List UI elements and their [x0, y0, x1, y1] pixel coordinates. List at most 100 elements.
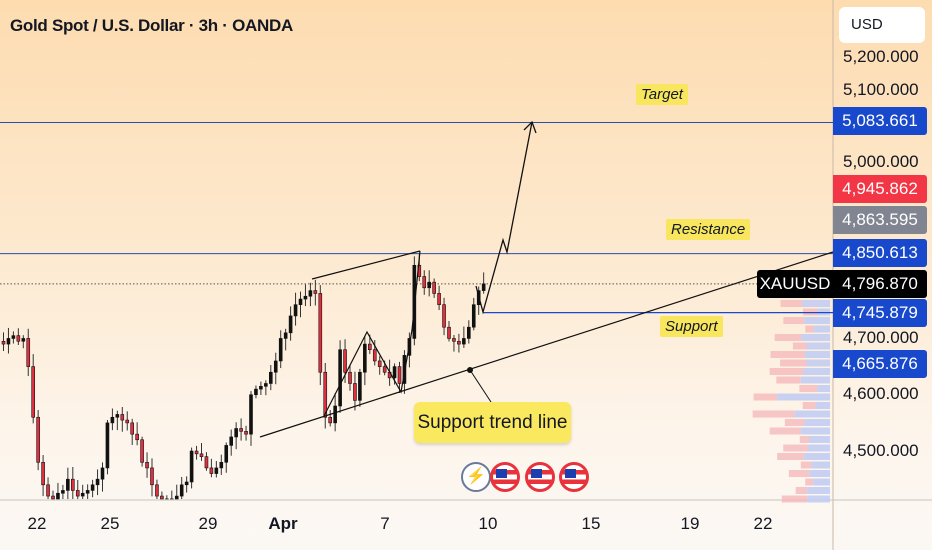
candle-bearish [323, 371, 328, 418]
price-tick: 5,000.000 [843, 152, 919, 171]
volume-profile-sell-bar [799, 436, 809, 443]
candle-bullish [358, 371, 362, 401]
candle-bullish [278, 338, 283, 362]
volume-profile-sell-bar [788, 470, 810, 477]
volume-profile-buy-bar [807, 495, 830, 503]
candle-bearish [199, 453, 204, 457]
volume-profile-buy-bar [817, 385, 830, 392]
support-label: Support [660, 316, 723, 337]
candle-bullish [66, 478, 70, 491]
candle-bearish [452, 338, 456, 342]
lightning-icon[interactable]: ⚡ [461, 462, 491, 492]
volume-profile-sell-bar [784, 419, 805, 426]
candle-bearish [239, 428, 243, 432]
time-label: 22 [27, 514, 47, 533]
volume-profile-sell-bar [753, 393, 778, 401]
resistance-label: Resistance [666, 219, 751, 240]
candle-bearish [313, 290, 318, 294]
candle-bullish [61, 490, 65, 494]
volume-profile-buy-bar [801, 300, 830, 307]
symbol-tag: XAUUSD [757, 270, 833, 298]
volume-profile-sell-bar [770, 351, 805, 358]
support-trend-line-callout[interactable]: Support trend line [414, 402, 571, 443]
us-flag-icon[interactable] [490, 462, 520, 492]
candle-bearish [135, 433, 139, 441]
candle-bullish [288, 315, 293, 334]
volume-profile-sell-bar [800, 461, 812, 469]
candle-bullish [268, 371, 273, 384]
volume-profile-sell-bar [795, 487, 808, 494]
candle-bullish [90, 484, 95, 491]
candle-bearish [51, 495, 55, 500]
candle-bearish [318, 293, 323, 373]
candle-bullish [363, 343, 367, 373]
volume-profile-buy-bar [794, 410, 830, 418]
candle-bullish [303, 295, 308, 300]
candle-bullish [283, 332, 288, 339]
candle-bearish [194, 450, 199, 455]
arrow-head-icon [523, 120, 537, 134]
candle-bearish [348, 371, 352, 384]
time-label: 10 [478, 514, 498, 533]
time-label: 15 [581, 514, 601, 533]
candle-bullish [471, 304, 476, 328]
volume-profile-sell-bar [780, 359, 807, 367]
candle-bearish [397, 366, 402, 384]
volume-profile-sell-bar [769, 368, 804, 375]
volume-profile-sell-bar [769, 427, 801, 435]
candle-bearish [71, 478, 75, 491]
flag-canton [496, 469, 507, 478]
candle-bullish [179, 484, 184, 497]
candle-bearish [120, 414, 125, 421]
candle-bullish [392, 366, 397, 379]
volume-profile-sell-bar [805, 478, 814, 486]
volume-profile-buy-bar [803, 453, 830, 460]
candle-bullish [110, 416, 115, 424]
candle-bullish [11, 335, 16, 339]
candle-bearish [343, 349, 347, 373]
volume-profile-sell-bar [783, 317, 805, 324]
us-flag-icon[interactable] [559, 462, 589, 492]
volume-profile-buy-bar [804, 351, 830, 358]
currency-button[interactable]: USD [839, 7, 925, 43]
candle-bullish [264, 383, 268, 387]
volume-profile-sell-bar [805, 325, 814, 333]
volume-profile-sell-bar [781, 495, 808, 503]
target-label: Target [636, 84, 688, 105]
volume-profile-buy-bar [807, 487, 830, 494]
volume-profile-buy-bar [809, 470, 830, 477]
candle-bullish [234, 428, 238, 438]
chart-title: Gold Spot / U.S. Dollar · 3h · OANDA [10, 16, 293, 35]
candle-bearish [377, 360, 382, 367]
price-tick: 4,500.000 [843, 441, 919, 460]
time-label: 19 [680, 514, 700, 533]
candle-bullish [105, 422, 110, 469]
volume-profile-buy-bar [800, 427, 830, 435]
prev-price-tag: 4,863.595 [833, 206, 927, 234]
candle-bullish [462, 338, 466, 345]
candle-bearish [209, 467, 214, 474]
candle-bearish [46, 484, 50, 497]
volume-profile-buy-bar [813, 478, 830, 486]
candle-bullish [21, 338, 26, 342]
time-label: 7 [380, 514, 390, 533]
candle-bullish [338, 349, 342, 407]
support-price-tag: 4,745.879 [833, 299, 927, 327]
flag-canton [565, 469, 576, 478]
candle-bearish [1, 340, 6, 345]
volume-profile-sell-bar [752, 410, 795, 418]
trendline-price-tag: 4,665.876 [833, 350, 927, 378]
us-flag-icon[interactable] [525, 462, 555, 492]
volume-profile-sell-bar [777, 453, 804, 460]
candle-bullish [115, 414, 120, 418]
candle-bearish [145, 461, 149, 469]
candle-bearish [155, 484, 159, 497]
zigzag-pattern [323, 250, 421, 417]
candle-bearish [26, 338, 31, 367]
time-label: Apr [268, 514, 298, 533]
candle-bullish [219, 461, 224, 469]
candle-bullish [80, 492, 85, 497]
target-price-tag: 5,083.661 [833, 107, 927, 135]
price-tick: 5,100.000 [843, 80, 919, 99]
